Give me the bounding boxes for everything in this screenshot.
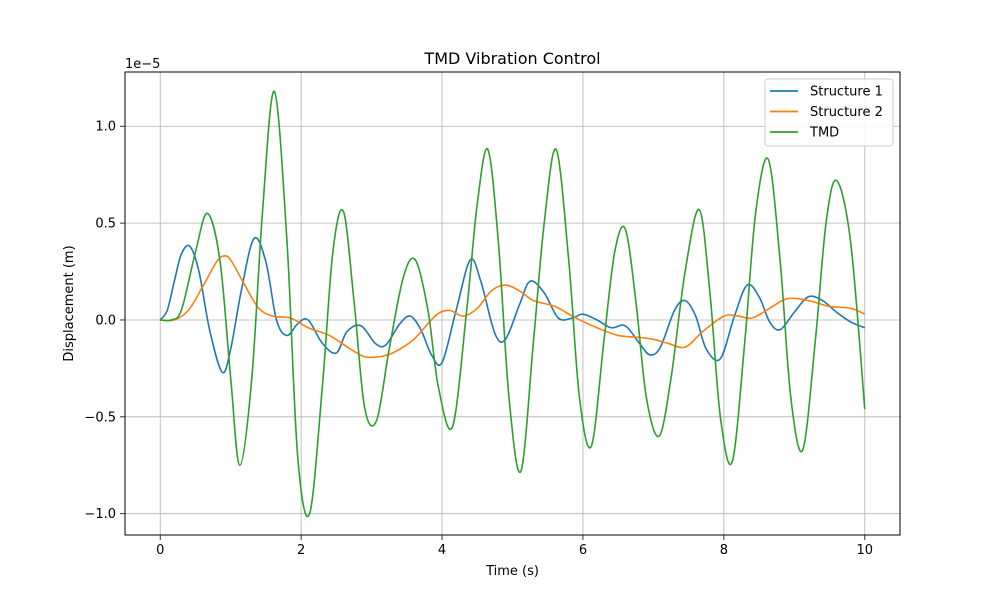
y-tick-label: 0.0 [95, 313, 116, 328]
y-axis-offset-text: 1e−5 [125, 57, 160, 72]
plot-frame [124, 71, 901, 536]
legend-label: Structure 2 [810, 105, 883, 120]
x-tick-label: 8 [720, 543, 728, 558]
y-tick-label: −1.0 [84, 507, 116, 522]
legend-label: TMD [809, 126, 839, 141]
series-line-tmd [160, 90, 866, 518]
x-tick-label: 6 [579, 543, 587, 558]
legend: Structure 1 Structure 2 TMD [764, 78, 894, 147]
series-layer [159, 90, 866, 518]
x-tick-label: 2 [297, 543, 305, 558]
legend-label: Structure 1 [810, 85, 883, 100]
series-line-structure-2 [160, 255, 866, 359]
ticks: 0 2 4 6 8 10 −1.0 −0.5 0.0 0.5 1.0 [84, 120, 873, 558]
x-axis-label: Time (s) [485, 564, 539, 579]
y-tick-label: 1.0 [95, 120, 116, 135]
y-tick-label: 0.5 [95, 217, 116, 232]
x-tick-label: 10 [856, 543, 873, 558]
x-tick-label: 0 [156, 543, 164, 558]
series-line-structure-1 [159, 236, 866, 374]
chart-title: TMD Vibration Control [423, 49, 600, 68]
x-tick-label: 4 [438, 543, 446, 558]
y-axis-label: Displacement (m) [62, 245, 77, 361]
y-tick-label: −0.5 [84, 410, 116, 425]
legend-box [764, 78, 894, 147]
